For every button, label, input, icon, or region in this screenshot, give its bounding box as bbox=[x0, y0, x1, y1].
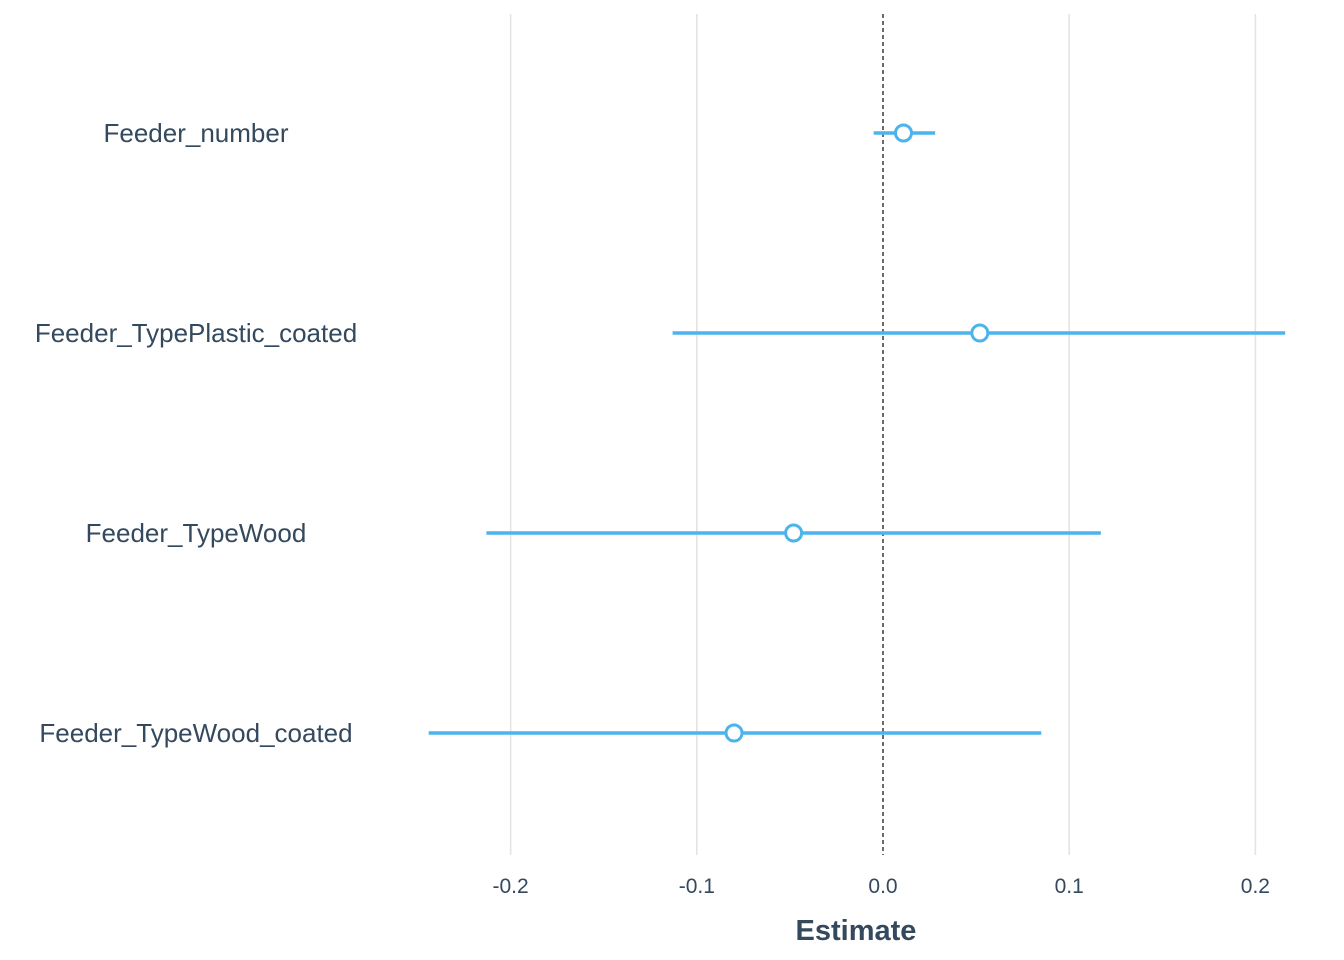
term-label: Feeder_number bbox=[104, 118, 289, 148]
x-gridlines bbox=[509, 14, 1257, 855]
estimate-point bbox=[893, 123, 913, 143]
term-label: Feeder_TypeWood_coated bbox=[39, 718, 352, 748]
term-label: Feeder_TypeWood bbox=[86, 518, 307, 548]
estimate-point bbox=[784, 523, 804, 543]
estimate-point bbox=[970, 323, 990, 343]
x-tick-label: 0.1 bbox=[1055, 875, 1084, 898]
x-tick-label: -0.2 bbox=[493, 875, 529, 898]
x-tick-labels: -0.2 -0.1 0.0 0.1 0.2 bbox=[493, 875, 1270, 898]
estimates bbox=[428, 123, 1286, 743]
x-tick-label: 0.2 bbox=[1241, 875, 1270, 898]
term-labels: Feeder_number Feeder_TypePlastic_coated Fe… bbox=[35, 118, 357, 748]
x-axis-title: Estimate bbox=[796, 915, 917, 947]
x-tick-label: -0.1 bbox=[679, 875, 715, 898]
term-label: Feeder_TypePlastic_coated bbox=[35, 318, 357, 348]
x-tick-label: 0.0 bbox=[868, 875, 897, 898]
estimate-point bbox=[724, 723, 744, 743]
